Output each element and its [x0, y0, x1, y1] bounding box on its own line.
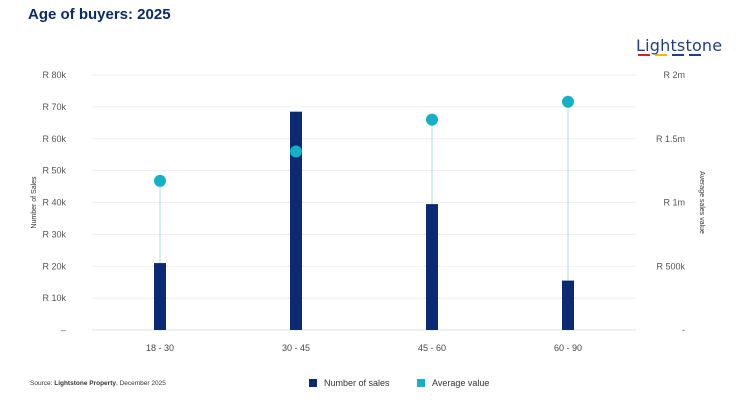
y-tick-label: R 80k — [42, 70, 66, 80]
source-org: Lightstone Property — [54, 380, 116, 387]
bar-number-of-sales — [426, 204, 438, 330]
legend-label-sales: Number of sales — [324, 378, 390, 388]
brand-bar-yellow — [655, 54, 667, 56]
brand-logo: Lightstone — [636, 36, 723, 55]
y2-tick-label: R 1m — [663, 198, 685, 208]
point-average-value — [426, 113, 438, 126]
bar-number-of-sales — [562, 280, 574, 330]
x-tick-label: 18 - 30 — [146, 343, 174, 353]
bar-number-of-sales — [290, 111, 302, 330]
x-tick-label: 30 - 45 — [282, 343, 310, 353]
point-average-value — [562, 95, 574, 108]
y-tick-label: R 70k — [42, 102, 66, 112]
source-note: Source: Lightstone Property, December 20… — [30, 380, 166, 387]
y2-tick-label: - — [682, 325, 685, 335]
legend-label-average: Average value — [432, 378, 490, 388]
y-tick-label: R 40k — [42, 198, 66, 208]
chart-title: Age of buyers: 2025 — [28, 6, 171, 23]
source-prefix: Source: — [30, 380, 55, 387]
y-tick-label: R 10k — [42, 293, 66, 303]
legend-swatch-sales — [309, 379, 317, 387]
y2-axis-title: Average sales value — [698, 171, 705, 234]
y-axis-title: Number of Sales — [31, 176, 38, 229]
y2-tick-label: R 2m — [663, 70, 685, 80]
y2-tick-label: R 500k — [656, 261, 685, 271]
x-tick-label: 45 - 60 — [418, 343, 446, 353]
legend-item-sales: Number of sales — [309, 378, 390, 388]
brand-bar-blue — [672, 54, 684, 56]
y2-tick-label: R 1.5m — [656, 134, 685, 144]
brand-bar-navy — [689, 54, 701, 56]
point-average-value — [154, 174, 166, 187]
chart-legend: Number of sales Average value — [0, 378, 750, 390]
legend-swatch-average — [417, 379, 425, 387]
y-tick-label: R 30k — [42, 229, 66, 239]
y-tick-label: R 50k — [42, 166, 66, 176]
y-tick-label: R 60k — [42, 134, 66, 144]
y-tick-label: R 20k — [42, 261, 66, 271]
bar-number-of-sales — [154, 263, 166, 330]
legend-item-average: Average value — [417, 378, 489, 388]
brand-bar-red — [638, 54, 650, 56]
y-tick-label: – — [61, 325, 66, 335]
point-average-value — [290, 145, 302, 158]
x-tick-label: 60 - 90 — [554, 343, 582, 353]
source-suffix: , December 2025 — [115, 380, 166, 387]
